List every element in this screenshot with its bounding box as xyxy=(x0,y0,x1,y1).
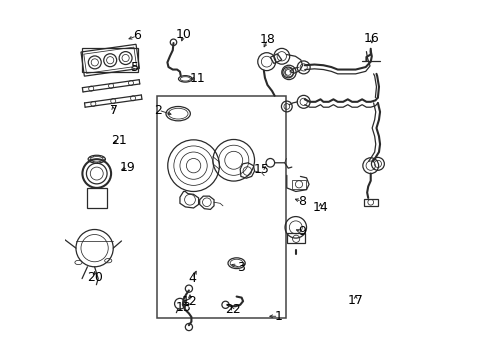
Text: 21: 21 xyxy=(111,134,126,147)
Bar xyxy=(86,188,106,208)
Text: 18: 18 xyxy=(259,33,275,46)
Text: 13: 13 xyxy=(175,301,191,314)
Text: 4: 4 xyxy=(188,272,196,285)
Text: 9: 9 xyxy=(297,225,305,238)
Text: 11: 11 xyxy=(189,72,204,85)
Text: 1: 1 xyxy=(274,310,282,323)
Text: 12: 12 xyxy=(182,296,198,309)
Text: 3: 3 xyxy=(237,261,244,274)
Text: 16: 16 xyxy=(363,32,379,45)
Text: 5: 5 xyxy=(131,60,139,73)
Bar xyxy=(292,180,305,189)
Bar xyxy=(286,233,305,243)
Text: 7: 7 xyxy=(109,104,118,117)
Text: 20: 20 xyxy=(86,271,102,284)
Text: 8: 8 xyxy=(297,195,305,208)
Bar xyxy=(156,96,285,318)
Text: 10: 10 xyxy=(175,28,191,41)
Text: 2: 2 xyxy=(154,104,162,117)
Text: 15: 15 xyxy=(253,163,269,176)
Text: 14: 14 xyxy=(312,202,328,215)
Bar xyxy=(363,199,377,206)
Text: 22: 22 xyxy=(224,303,241,316)
Text: 6: 6 xyxy=(133,29,141,42)
Text: 17: 17 xyxy=(347,294,363,307)
Text: 19: 19 xyxy=(120,161,136,174)
